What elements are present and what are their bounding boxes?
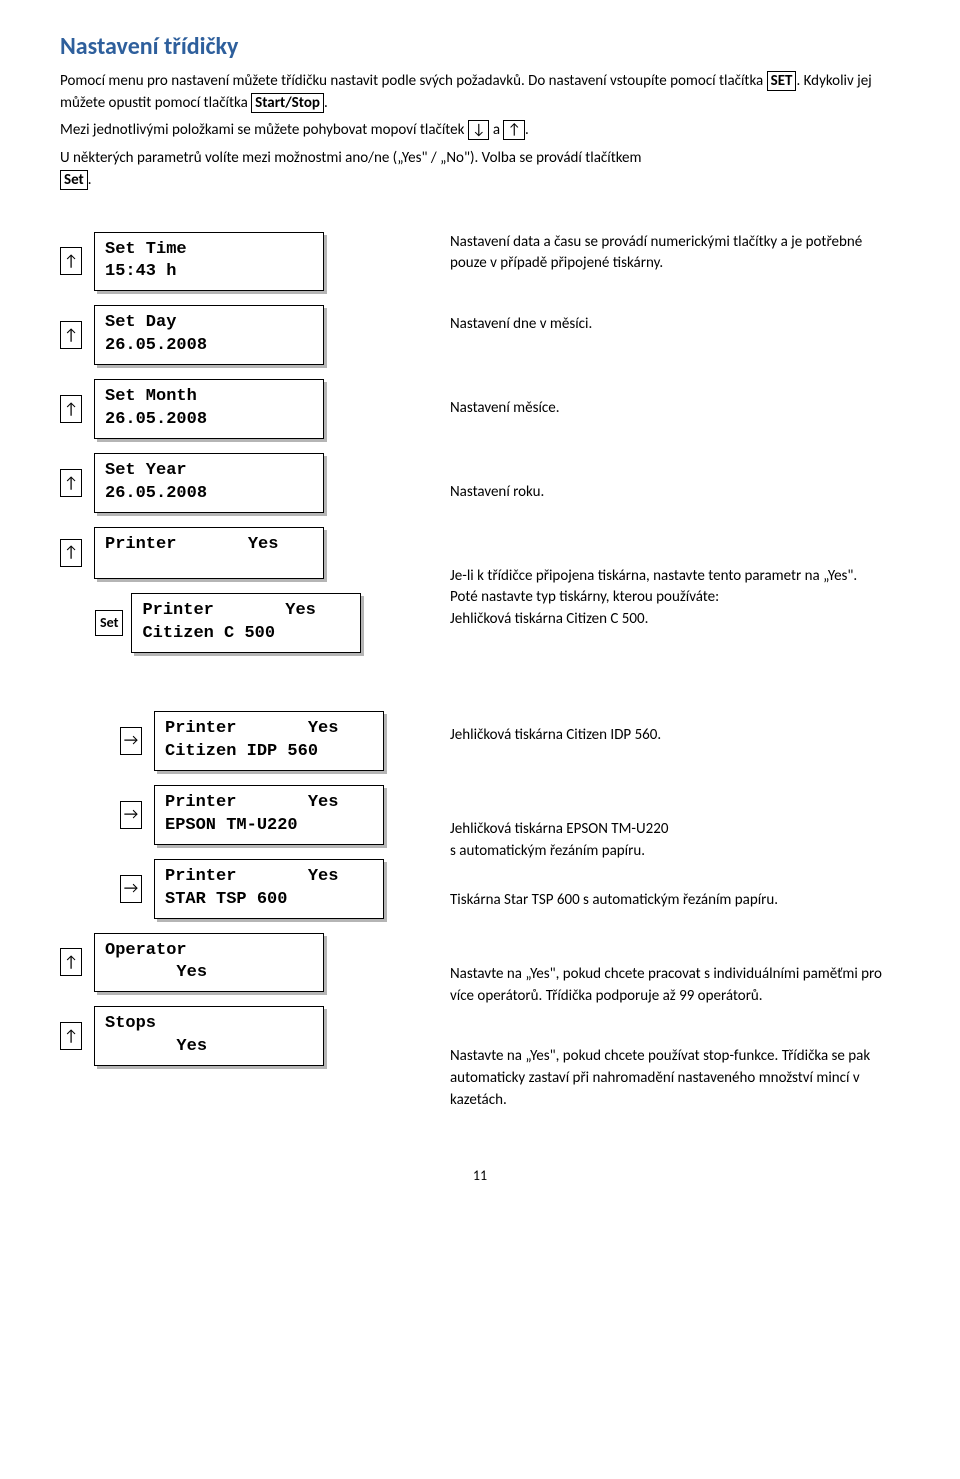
intro-paragraph-1: Pomocí menu pro nastavení můžete třídičk… — [60, 71, 900, 115]
desc-operator: Nastavte na „Yes", pokud chcete pracovat… — [450, 964, 900, 1032]
desc-star: Tiskárna Star TSP 600 s automatickým řez… — [450, 890, 900, 950]
desc-month: Nastavení měsíce. — [450, 398, 900, 468]
gap — [450, 645, 900, 725]
row-operator: ↑ Operator Yes — [60, 933, 430, 993]
row-stops: ↑ Stops Yes — [60, 1006, 430, 1066]
intro-text-1a: Pomocí menu pro nastavení můžete třídičk… — [60, 72, 767, 90]
lcd-line: 15:43 h — [105, 261, 313, 284]
lcd-line: Yes — [105, 962, 313, 985]
gap — [450, 876, 900, 890]
lcd-line: Set Month — [105, 386, 313, 409]
lcd-stops: Stops Yes — [94, 1006, 324, 1066]
desc-epson: Jehličková tiskárna EPSON TM-U220 s auto… — [450, 819, 900, 863]
lcd-citizen-idp560: Printer Yes Citizen IDP 560 — [154, 711, 384, 771]
lcd-star-tsp600: Printer Yes STAR TSP 600 — [154, 859, 384, 919]
lcd-line: 26.05.2008 — [105, 335, 313, 358]
row-printer-epson: → Printer Yes EPSON TM-U220 — [60, 785, 430, 845]
intro-paragraph-3: U některých parametrů volíte mezi možnos… — [60, 148, 900, 192]
arrow-up-icon: ↑ — [60, 1022, 82, 1050]
lcd-line: Printer Yes — [165, 718, 373, 741]
lcd-line: Printer Yes — [105, 534, 313, 557]
desc-time: Nastavení data a času se provádí numeric… — [450, 232, 900, 300]
row-printer-idp560: → Printer Yes Citizen IDP 560 — [60, 711, 430, 771]
desc-printer-a: Je-li k třídičce připojena tiskárna, nas… — [450, 566, 900, 588]
intro3-b: . — [88, 171, 92, 189]
row-printer-citizen500: Set Printer Yes Citizen C 500 — [60, 593, 430, 653]
lcd-line: 26.05.2008 — [105, 483, 313, 506]
lcd-line: Operator — [105, 940, 313, 963]
lcd-line: Citizen C 500 — [142, 623, 350, 646]
intro3-a: U některých parametrů volíte mezi možnos… — [60, 149, 642, 167]
lcd-line: Set Year — [105, 460, 313, 483]
lcd-set-time: Set Time 15:43 h — [94, 232, 324, 292]
desc-day: Nastavení dne v měsíci. — [450, 314, 900, 384]
desc-printer: Je-li k třídičce připojena tiskárna, nas… — [450, 566, 900, 631]
lcd-line: Printer Yes — [165, 792, 373, 815]
intro2-mid: a — [489, 121, 503, 139]
page-title: Nastavení třídičky — [60, 30, 900, 65]
lcd-set-year: Set Year 26.05.2008 — [94, 453, 324, 513]
arrow-up-icon: ↑ — [60, 247, 82, 275]
desc-epson-b: s automatickým řezáním papíru. — [450, 841, 900, 863]
down-arrow-ref: ↓ — [468, 120, 490, 140]
lcd-line: 26.05.2008 — [105, 409, 313, 432]
lcd-line: Citizen IDP 560 — [165, 741, 373, 764]
desc-idp560: Jehličková tiskárna Citizen IDP 560. — [450, 725, 900, 805]
intro2-a: Mezi jednotlivými položkami se můžete po… — [60, 121, 468, 139]
lcd-citizen-c500: Printer Yes Citizen C 500 — [131, 593, 361, 653]
set-button-ref-2: Set — [60, 170, 88, 190]
lcd-line: STAR TSP 600 — [165, 889, 373, 912]
description-column: Nastavení data a času se provádí numeric… — [430, 202, 900, 1126]
page-number: 11 — [60, 1166, 900, 1186]
intro-paragraph-2: Mezi jednotlivými položkami se můžete po… — [60, 120, 900, 142]
arrow-up-icon: ↑ — [60, 948, 82, 976]
lcd-line: EPSON TM-U220 — [165, 815, 373, 838]
set-label: Set — [95, 610, 123, 636]
arrow-up-icon: ↑ — [60, 395, 82, 423]
arrow-up-icon: ↑ — [60, 469, 82, 497]
lcd-operator: Operator Yes — [94, 933, 324, 993]
arrow-right-icon: → — [120, 727, 142, 755]
arrow-right-icon: → — [120, 801, 142, 829]
set-button-ref: SET — [767, 71, 797, 91]
lcd-line: Printer Yes — [142, 600, 350, 623]
desc-printer-b: Poté nastavte typ tiskárny, kterou použí… — [450, 587, 900, 609]
desc-year: Nastavení roku. — [450, 482, 900, 552]
desc-printer-c: Jehličková tiskárna Citizen C 500. — [450, 609, 900, 631]
lcd-line: Printer Yes — [165, 866, 373, 889]
row-printer: ↑ Printer Yes — [60, 527, 430, 579]
up-arrow-ref: ↑ — [503, 120, 525, 140]
lcd-column: ↑ Set Time 15:43 h ↑ Set Day 26.05.2008 … — [60, 202, 430, 1067]
arrow-right-icon: → — [120, 875, 142, 903]
row-set-month: ↑ Set Month 26.05.2008 — [60, 379, 430, 439]
lcd-set-day: Set Day 26.05.2008 — [94, 305, 324, 365]
row-set-day: ↑ Set Day 26.05.2008 — [60, 305, 430, 365]
desc-epson-a: Jehličková tiskárna EPSON TM-U220 — [450, 819, 900, 841]
row-printer-star: → Printer Yes STAR TSP 600 — [60, 859, 430, 919]
lcd-line: Stops — [105, 1013, 313, 1036]
row-set-year: ↑ Set Year 26.05.2008 — [60, 453, 430, 513]
arrow-up-icon: ↑ — [60, 321, 82, 349]
intro-text-1c: . — [324, 94, 328, 112]
arrow-up-icon: ↑ — [60, 539, 82, 567]
row-set-time: ↑ Set Time 15:43 h — [60, 232, 430, 292]
lcd-line: Yes — [105, 1036, 313, 1059]
gap — [60, 667, 430, 697]
desc-stops: Nastavte na „Yes", pokud chcete používat… — [450, 1046, 900, 1111]
lcd-epson-tmu220: Printer Yes EPSON TM-U220 — [154, 785, 384, 845]
startstop-button-ref: Start/Stop — [251, 93, 324, 113]
lcd-line: Set Day — [105, 312, 313, 335]
lcd-printer: Printer Yes — [94, 527, 324, 579]
lcd-set-month: Set Month 26.05.2008 — [94, 379, 324, 439]
lcd-line: Set Time — [105, 239, 313, 262]
intro2-end: . — [525, 121, 529, 139]
